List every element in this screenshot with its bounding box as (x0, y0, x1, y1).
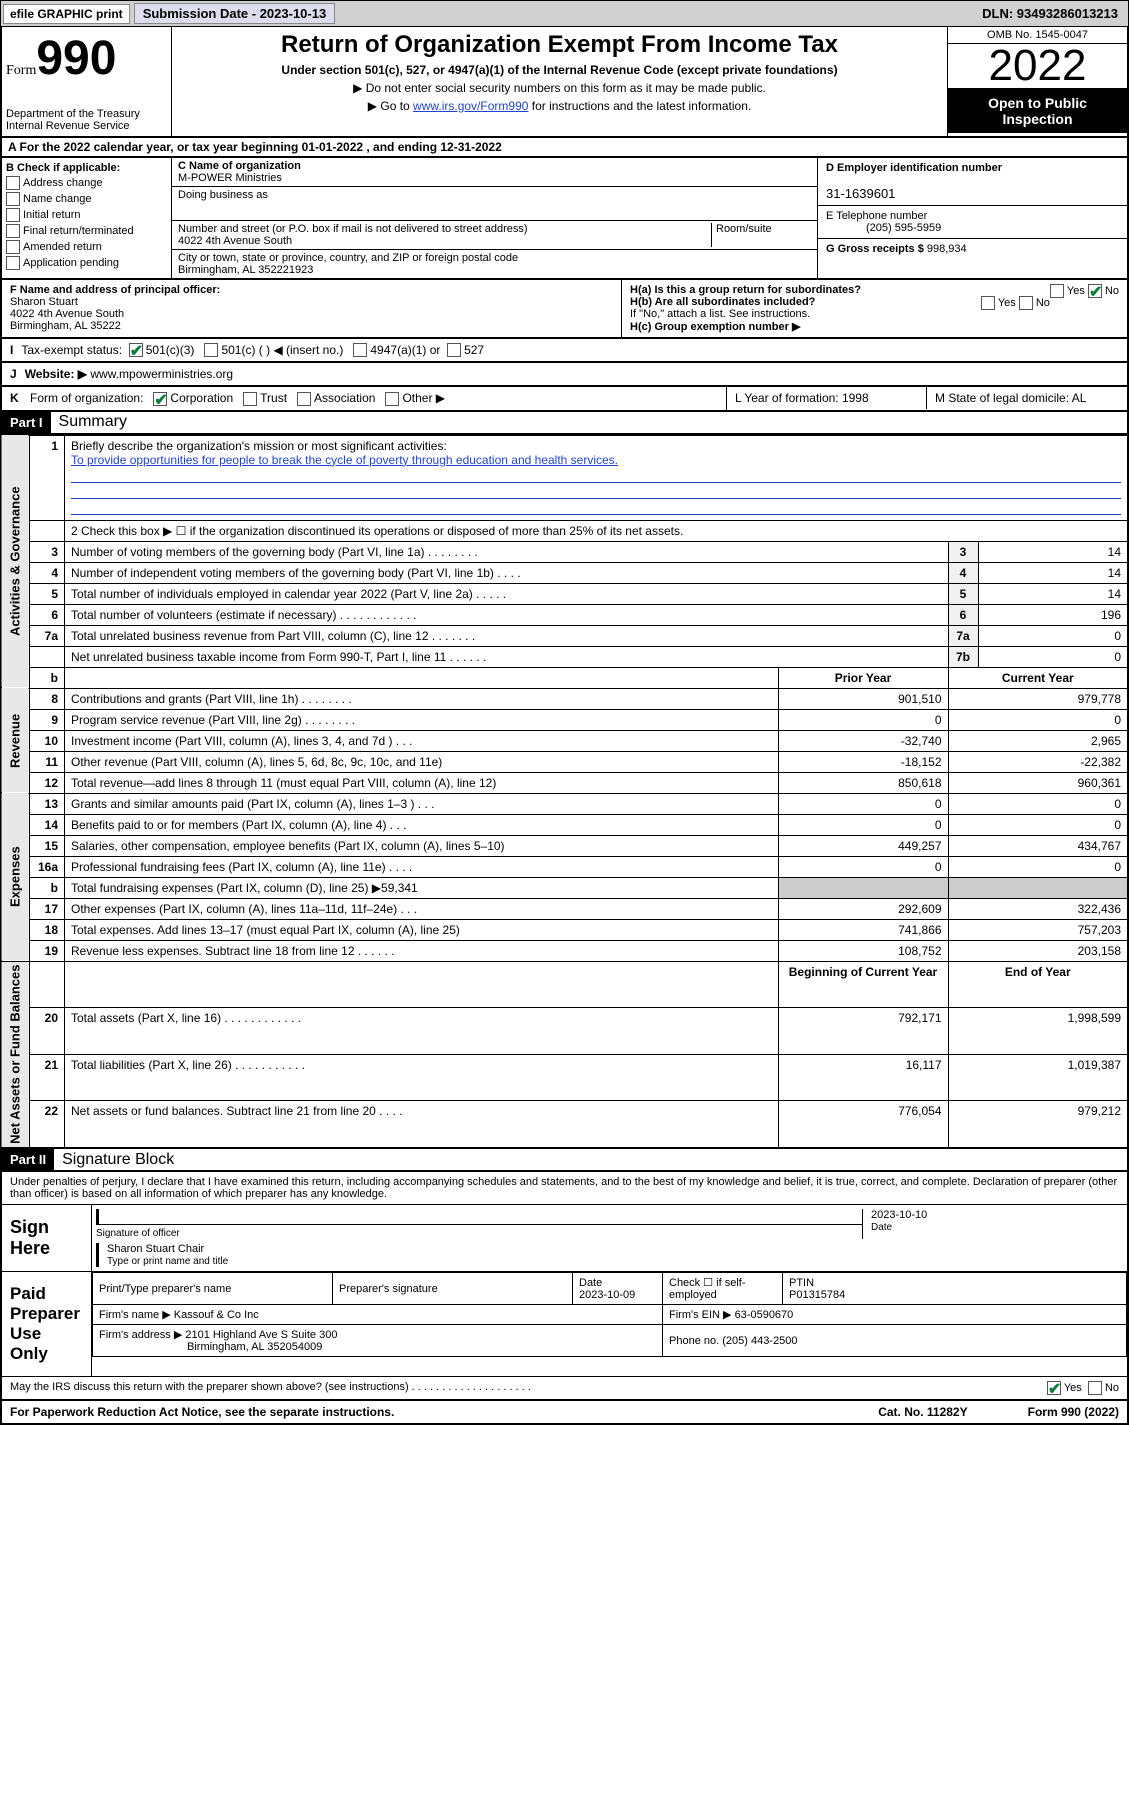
irs-link[interactable]: www.irs.gov/Form990 (413, 99, 528, 113)
page-footer: For Paperwork Reduction Act Notice, see … (0, 1401, 1129, 1425)
officer-name: Sharon Stuart (10, 296, 78, 308)
mission: To provide opportunities for people to b… (71, 453, 618, 467)
row-a: A For the 2022 calendar year, or tax yea… (0, 138, 1129, 158)
org-name: M-POWER Ministries (178, 172, 282, 184)
line-k: K Form of organization: Corporation Trus… (0, 387, 1129, 412)
rev-label: Revenue (1, 688, 30, 793)
officer-name-title: Sharon Stuart Chair (107, 1243, 1123, 1255)
gov-label: Activities & Governance (1, 435, 30, 688)
line-i: I Tax-exempt status: 501(c)(3) 501(c) ( … (0, 339, 1129, 363)
chk-address[interactable] (6, 176, 20, 190)
chk-final[interactable] (6, 224, 20, 238)
discuss-no[interactable] (1088, 1381, 1102, 1395)
ptin: P01315784 (789, 1289, 845, 1301)
ein: 31-1639601 (826, 186, 895, 201)
domicile: M State of legal domicile: AL (927, 387, 1127, 409)
entity-grid: B Check if applicable: Address change Na… (0, 158, 1129, 280)
501c3-chk[interactable] (129, 343, 143, 357)
corp-chk[interactable] (153, 392, 167, 406)
instruction-1: ▶ Do not enter social security numbers o… (176, 81, 943, 95)
chk-pending[interactable] (6, 256, 20, 270)
submission-date: Submission Date - 2023-10-13 (134, 3, 336, 24)
exp-label: Expenses (1, 793, 30, 961)
chk-name[interactable] (6, 192, 20, 206)
paid-preparer: Paid Preparer Use Only (2, 1272, 92, 1376)
hb-no[interactable] (1019, 296, 1033, 310)
part-2-header: Part II Signature Block (0, 1149, 1129, 1172)
form-header: Form990 Department of the Treasury Inter… (0, 27, 1129, 138)
firm-ein: 63-0590670 (735, 1309, 794, 1321)
org-city: Birmingham, AL 352221923 (178, 264, 313, 276)
ha-no[interactable] (1088, 284, 1102, 298)
ha-yes[interactable] (1050, 284, 1064, 298)
part-1-header: Part I Summary (0, 412, 1129, 435)
top-bar: efile GRAPHIC print Submission Date - 20… (0, 0, 1129, 27)
tax-year: 2022 (948, 44, 1127, 89)
org-address: 4022 4th Avenue South (178, 235, 292, 247)
chk-amended[interactable] (6, 240, 20, 254)
signature-block: Under penalties of perjury, I declare th… (0, 1172, 1129, 1401)
sign-here: Sign Here (2, 1205, 92, 1271)
preparer-table: Print/Type preparer's name Preparer's si… (92, 1272, 1127, 1357)
open-public: Open to Public Inspection (948, 89, 1127, 133)
col-b-title: B Check if applicable: (6, 162, 167, 174)
efile-btn[interactable]: efile GRAPHIC print (3, 4, 130, 24)
principal-row: F Name and address of principal officer:… (0, 280, 1129, 339)
form-word: Form (6, 63, 36, 78)
discuss-yes[interactable] (1047, 1381, 1061, 1395)
net-label: Net Assets or Fund Balances (1, 961, 30, 1148)
year-formation: L Year of formation: 1998 (727, 387, 927, 409)
dln: DLN: 93493286013213 (982, 6, 1126, 21)
chk-initial[interactable] (6, 208, 20, 222)
sig-date: 2023-10-10 (871, 1209, 1123, 1221)
hb-yes[interactable] (981, 296, 995, 310)
form-subtitle: Under section 501(c), 527, or 4947(a)(1)… (176, 63, 943, 77)
instruction-2: ▶ Go to www.irs.gov/Form990 for instruct… (176, 99, 943, 113)
form-number: 990 (36, 32, 116, 85)
gross-receipts: 998,934 (927, 243, 967, 255)
dept-label: Department of the Treasury Internal Reve… (6, 108, 167, 132)
firm-phone: (205) 443-2500 (722, 1335, 797, 1347)
phone: (205) 595-5959 (866, 222, 941, 234)
line-j: J Website: ▶ www.mpowerministries.org (0, 363, 1129, 387)
website: www.mpowerministries.org (90, 367, 233, 381)
form-title: Return of Organization Exempt From Incom… (176, 31, 943, 59)
firm-addr: 2101 Highland Ave S Suite 300 (185, 1329, 337, 1341)
firm-name: Kassouf & Co Inc (174, 1309, 259, 1321)
summary-table: Activities & Governance 1 Briefly descri… (0, 435, 1129, 1149)
